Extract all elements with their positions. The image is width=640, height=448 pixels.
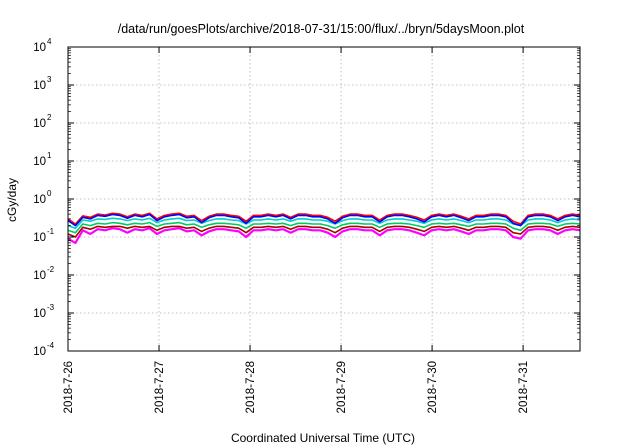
y-tick-exponent: 1 — [47, 151, 52, 160]
y-tick-label: 10-4 — [33, 341, 54, 358]
y-tick-base: 10 — [33, 156, 46, 168]
y-tick-label: 100 — [33, 189, 52, 206]
tick-labels: 10-410-310-210-11001011021031042018-7-26… — [33, 37, 530, 413]
y-tick-exponent: -2 — [47, 265, 55, 274]
y-tick-base: 10 — [33, 346, 46, 358]
series-line-3 — [67, 221, 581, 234]
y-tick-base: 10 — [33, 118, 46, 130]
x-tick-label: 2018-7-29 — [336, 361, 348, 413]
x-tick-label: 2018-7-26 — [63, 361, 75, 413]
y-tick-base: 10 — [33, 232, 46, 244]
y-tick-label: 101 — [33, 151, 52, 168]
x-tick-label: 2018-7-28 — [245, 361, 257, 413]
x-tick-label: 2018-7-31 — [518, 361, 530, 413]
y-tick-base: 10 — [33, 194, 46, 206]
chart-title: /data/run/goesPlots/archive/2018-07-31/1… — [118, 22, 525, 36]
y-axis-label: cGy/day — [5, 178, 19, 222]
grid-lines — [68, 47, 580, 351]
series-line-4 — [67, 217, 581, 229]
series-line-6 — [67, 213, 581, 227]
y-tick-exponent: 4 — [47, 37, 52, 46]
y-tick-exponent: 0 — [47, 189, 52, 198]
plot-frame — [67, 46, 581, 352]
y-tick-base: 10 — [33, 80, 46, 92]
y-tick-base: 10 — [33, 270, 46, 282]
y-tick-label: 103 — [33, 75, 52, 92]
x-axis-label: Coordinated Universal Time (UTC) — [231, 431, 415, 445]
x-tick-label: 2018-7-27 — [154, 361, 166, 413]
y-tick-base: 10 — [33, 42, 46, 54]
y-tick-label: 10-3 — [33, 303, 54, 320]
y-tick-base: 10 — [33, 308, 46, 320]
y-tick-exponent: -3 — [47, 303, 55, 312]
y-tick-exponent: -4 — [47, 341, 55, 350]
y-tick-label: 10-2 — [33, 265, 54, 282]
series-line-1 — [67, 227, 581, 244]
series-line-2 — [67, 225, 581, 238]
y-tick-exponent: 3 — [47, 75, 52, 84]
y-tick-label: 102 — [33, 113, 52, 130]
x-tick-label: 2018-7-30 — [427, 361, 439, 413]
axes — [67, 46, 581, 352]
y-tick-exponent: 2 — [47, 113, 52, 122]
series-line-5 — [67, 212, 581, 225]
data-series — [67, 212, 581, 244]
y-tick-label: 104 — [33, 37, 52, 54]
y-tick-exponent: -1 — [47, 227, 55, 236]
y-tick-label: 10-1 — [33, 227, 54, 244]
